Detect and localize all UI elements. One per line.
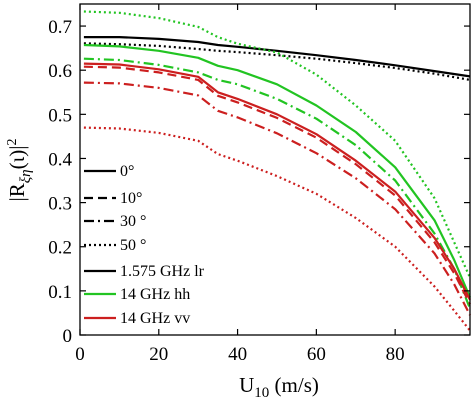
x-axis-title: U10 (m/s) [239, 373, 319, 401]
x-tick-label-3: 60 [307, 344, 326, 365]
y-axis-title-sub: ξη [18, 169, 34, 183]
y-tick-label-5: 0.5 [48, 105, 72, 126]
x-axis-title-main: U [239, 373, 254, 397]
x-tick-label-4: 80 [386, 344, 405, 365]
series-line-7 [83, 81, 471, 316]
legend-label-1: 10° [120, 190, 142, 207]
legend-label-4: 1.575 GHz lr [120, 263, 205, 280]
y-tick-label-3: 0.3 [48, 194, 72, 215]
legend-label-0: 0° [120, 163, 134, 180]
plot-area [80, 4, 470, 335]
legend-label-5: 14 GHz hh [120, 286, 190, 303]
y-tick-label-4: 0.4 [48, 149, 72, 170]
x-tick-label-2: 40 [228, 344, 247, 365]
x-axis-title-sub: 10 [254, 385, 269, 401]
series-line-5 [83, 62, 471, 301]
x-tick-label-1: 20 [149, 344, 168, 365]
legend-label-6: 14 GHz vv [120, 310, 190, 327]
series-line-4 [83, 57, 472, 309]
tick-labels: 0 20 40 60 80 0 0.1 0.2 0.3 0.4 0.5 0.6 0.7 [48, 17, 404, 365]
y-tick-label-2: 0.2 [48, 238, 72, 259]
axes-frame [79, 3, 471, 336]
legend-label-2: 30 ° [120, 213, 146, 230]
y-tick-label-1: 0.1 [48, 282, 72, 303]
legend: 0° 10° 30 ° 50 ° 1.575 GHz lr 14 GHz hh 14 GHz… [84, 163, 205, 327]
y-tick-label-6: 0.6 [48, 61, 72, 82]
legend-label-3: 50 ° [120, 237, 146, 254]
y-tick-label-7: 0.7 [48, 17, 72, 38]
x-tick-label-0: 0 [75, 344, 85, 365]
y-axis-title-arg: (ι)| [5, 146, 29, 170]
y-tick-label-0: 0 [63, 326, 73, 347]
series-lines [83, 10, 472, 332]
series-line-2 [83, 10, 472, 279]
series-line-3 [83, 43, 472, 298]
y-axis-title: |Rξη(ι)|2 [5, 139, 34, 202]
axes [79, 3, 471, 336]
y-axis-title-r: |R [5, 183, 29, 201]
y-axis-title-sup: 2 [5, 139, 20, 146]
series-line-0 [83, 36, 471, 78]
x-axis-title-unit: (m/s) [269, 373, 319, 397]
series-line-6 [83, 65, 471, 305]
series-line-8 [83, 126, 471, 332]
